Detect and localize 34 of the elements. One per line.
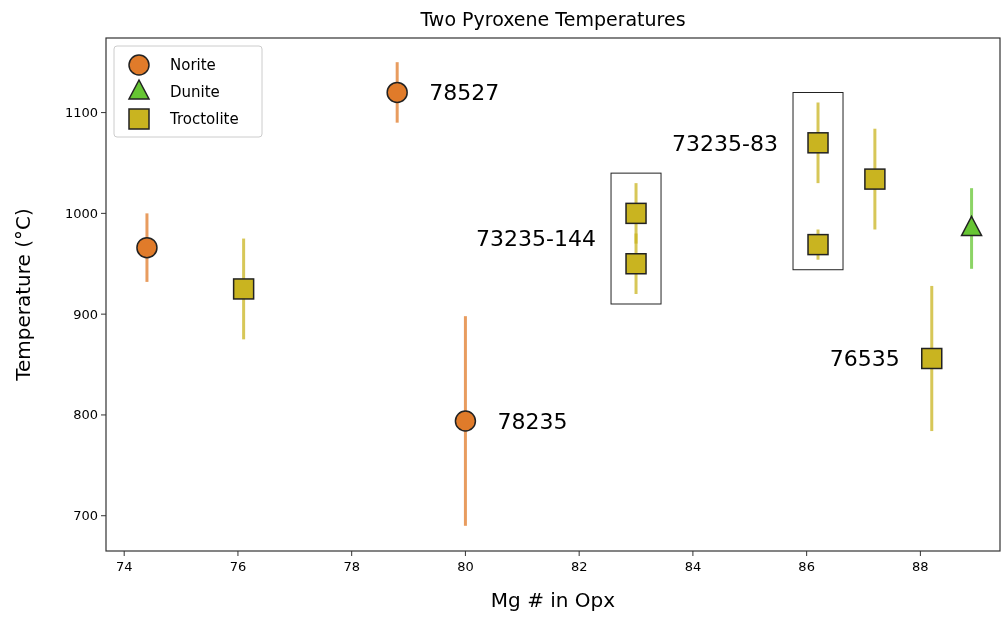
legend-label: Norite bbox=[170, 56, 216, 75]
annotation: 78235 bbox=[497, 408, 568, 434]
x-tick-label: 86 bbox=[798, 559, 815, 574]
annotation: 73235-83 bbox=[672, 130, 779, 156]
x-tick-label: 78 bbox=[343, 559, 360, 574]
x-tick-label: 84 bbox=[684, 559, 702, 574]
x-tick-label: 74 bbox=[115, 559, 133, 574]
point bbox=[454, 410, 477, 432]
point bbox=[136, 236, 158, 259]
x-axis-title: Mg # in Opx bbox=[490, 588, 616, 612]
point bbox=[864, 168, 886, 190]
y-tick-label: 800 bbox=[73, 407, 98, 423]
legend-label: Dunite bbox=[170, 83, 220, 102]
x-tick-label: 76 bbox=[229, 559, 247, 574]
chart-title: Two Pyroxene Temperatures bbox=[419, 8, 686, 30]
point bbox=[807, 233, 829, 256]
y-axis-title: Temperature (°C) bbox=[11, 208, 35, 382]
point bbox=[807, 132, 829, 154]
x-tick-label: 88 bbox=[912, 559, 929, 574]
annotation: 76535 bbox=[829, 346, 900, 372]
point bbox=[625, 253, 647, 275]
point bbox=[386, 81, 408, 104]
point bbox=[921, 347, 943, 370]
y-tick-label: 900 bbox=[73, 306, 98, 322]
x-tick-label: 80 bbox=[457, 559, 474, 574]
point bbox=[625, 202, 647, 225]
annotation: 78527 bbox=[429, 80, 500, 106]
x-tick-label: 82 bbox=[570, 559, 588, 574]
point bbox=[232, 278, 255, 300]
y-tick-label: 1100 bbox=[64, 105, 98, 121]
y-tick-label: 1000 bbox=[64, 205, 98, 221]
y-tick-label: 700 bbox=[73, 508, 98, 524]
legend-label: Troctolite bbox=[169, 110, 239, 129]
annotation: 73235-144 bbox=[476, 226, 597, 252]
